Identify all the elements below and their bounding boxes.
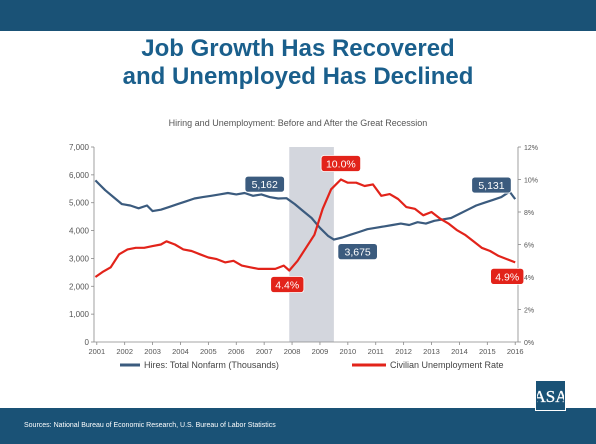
hiring-unemployment-chart: Hiring and Unemployment: Before and Afte… xyxy=(69,118,538,370)
annotation-badge xyxy=(270,276,305,293)
right-tick-label: 10% xyxy=(524,178,538,185)
hires-series-line xyxy=(94,179,517,241)
annotation-badge xyxy=(490,267,525,285)
annotation-label: 10.0% xyxy=(326,159,356,171)
annotation-badge xyxy=(337,243,378,261)
annotation-label: 5,162 xyxy=(252,179,278,191)
left-tick-label: 1,000 xyxy=(69,310,90,319)
x-tick-label: 2005 xyxy=(200,347,217,356)
slide-title-line-2: and Unemployed Has Declined xyxy=(122,63,474,90)
x-tick-label: 2008 xyxy=(284,347,301,356)
right-tick-label: 4% xyxy=(524,275,534,282)
asa-logo: ASA xyxy=(535,380,566,411)
annotation-badge xyxy=(471,176,512,194)
x-tick-label: 2002 xyxy=(116,347,133,356)
x-tick-label: 2012 xyxy=(395,347,412,356)
slide-title-line-1: Job Growth Has Recovered xyxy=(141,35,455,62)
x-tick-label: 2009 xyxy=(312,347,329,356)
left-tick-label: 4,000 xyxy=(69,227,90,236)
left-tick-label: 0 xyxy=(85,338,90,347)
svg-text:ASA: ASA xyxy=(537,387,564,406)
right-tick-label: 12% xyxy=(524,145,538,152)
left-tick-label: 2,000 xyxy=(69,282,90,291)
x-tick-label: 2010 xyxy=(339,347,356,356)
right-tick-label: 0% xyxy=(524,340,534,347)
legend-unemployment-label: Civilian Unemployment Rate xyxy=(390,360,504,370)
legend-hires-label: Hires: Total Nonfarm (Thousands) xyxy=(144,360,279,370)
left-tick-label: 7,000 xyxy=(69,143,90,152)
x-tick-label: 2013 xyxy=(423,347,440,356)
annotation-label: 5,131 xyxy=(478,180,504,192)
annotation-label: 4.4% xyxy=(275,280,299,292)
annotation-badge xyxy=(320,155,362,172)
left-tick-label: 6,000 xyxy=(69,171,90,180)
left-tick-label: 5,000 xyxy=(69,199,90,208)
asa-logo-mark: ASA xyxy=(537,387,564,406)
annotation-label: 4.9% xyxy=(495,271,519,283)
slide-title: Job Growth Has Recovered and Unemployed … xyxy=(0,35,596,91)
x-tick-label: 2001 xyxy=(88,347,105,356)
left-tick-label: 3,000 xyxy=(69,254,90,263)
x-tick-label: 2011 xyxy=(368,347,384,356)
unemployment-series-line xyxy=(94,178,516,278)
x-tick-label: 2015 xyxy=(479,347,496,356)
annotation-label: 3,675 xyxy=(345,247,371,259)
x-tick-label: 2003 xyxy=(144,347,161,356)
bottom-banner xyxy=(0,408,596,444)
x-tick-label: 2014 xyxy=(451,347,468,356)
right-tick-label: 8% xyxy=(524,210,534,217)
source-note: Sources: National Bureau of Economic Res… xyxy=(24,422,276,429)
annotation-badge xyxy=(244,175,285,193)
chart-title: Hiring and Unemployment: Before and Afte… xyxy=(169,118,428,128)
right-tick-label: 2% xyxy=(524,308,534,315)
x-tick-label: 2007 xyxy=(256,347,273,356)
x-tick-label: 2006 xyxy=(228,347,245,356)
recession-band xyxy=(289,147,334,342)
top-banner xyxy=(0,0,596,31)
x-tick-label: 2004 xyxy=(172,347,189,356)
x-tick-label: 2016 xyxy=(507,347,524,356)
right-tick-label: 6% xyxy=(524,243,534,250)
